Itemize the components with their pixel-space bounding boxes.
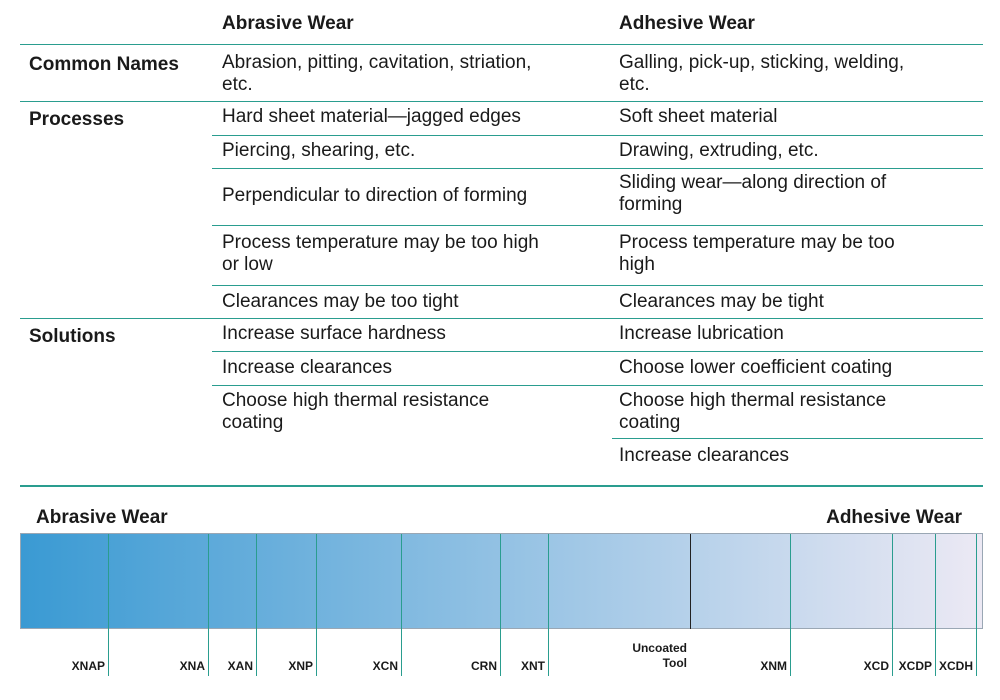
marker-line-uncoated-tool (690, 534, 691, 629)
wear-gradient-bar (20, 533, 983, 629)
cell-process-adhesive: Soft sheet material (619, 106, 778, 127)
marker-label-xcdh: XCDH (938, 659, 973, 673)
header-rule (20, 44, 983, 45)
col-header-adhesive: Adhesive Wear (619, 13, 755, 34)
cell-process-adhesive: Drawing, extruding, etc. (619, 140, 819, 161)
cell-process-abrasive: Piercing, shearing, etc. (222, 140, 416, 161)
marker-label-xnap: XNAP (71, 659, 105, 673)
marker-label-xnm: XNM (760, 659, 787, 673)
marker-line-xnm (790, 534, 791, 676)
marker-line-xnp (316, 534, 317, 676)
cell-process-abrasive: Perpendicular to direction of forming (222, 185, 528, 206)
marker-line-xcdp (935, 534, 936, 676)
marker-line-xcn (401, 534, 402, 676)
cell-solution-abrasive: Increase clearances (222, 357, 393, 378)
row-rule (212, 351, 983, 352)
marker-line-xnt (548, 534, 549, 676)
marker-label-xcn: XCN (372, 659, 398, 673)
cell-common-names-abrasive: Abrasion, pitting, cavitation, striation… (222, 52, 532, 95)
marker-label-xan: XAN (227, 659, 253, 673)
marker-label-xnt: XNT (521, 659, 545, 673)
marker-line-crn (500, 534, 501, 676)
marker-line-xna (208, 534, 209, 676)
section-rule (20, 101, 983, 102)
row-label-common-names: Common Names (29, 54, 179, 75)
marker-label-xna: XNA (179, 659, 205, 673)
row-label-solutions: Solutions (29, 326, 116, 347)
marker-label-xnp: XNP (288, 659, 313, 673)
marker-line-xcd (892, 534, 893, 676)
cell-solution-adhesive: Choose lower coefficient coating (619, 357, 893, 378)
cell-solution-abrasive: Choose high thermal resistance coating (222, 390, 490, 433)
marker-line-xnap (108, 534, 109, 676)
row-rule (212, 135, 983, 136)
marker-label-crn: CRN (471, 659, 497, 673)
table-bottom-rule (20, 485, 983, 487)
marker-label-uncoated-tool: Uncoated Tool (632, 641, 687, 670)
marker-line-xan (256, 534, 257, 676)
row-rule (212, 285, 983, 286)
cell-process-adhesive: Clearances may be tight (619, 291, 824, 312)
row-rule (612, 438, 983, 439)
row-label-processes: Processes (29, 109, 125, 130)
marker-label-xcdp: XCDP (898, 659, 932, 673)
cell-process-abrasive: Hard sheet material—jagged edges (222, 106, 521, 127)
col-header-abrasive: Abrasive Wear (222, 13, 354, 34)
row-rule (212, 168, 983, 169)
cell-solution-adhesive: Choose high thermal resistance coating (619, 390, 887, 433)
section-rule (20, 318, 983, 319)
cell-process-abrasive: Process temperature may be too high or lo… (222, 232, 539, 275)
scale-label-adhesive: Adhesive Wear (826, 507, 962, 528)
cell-process-adhesive: Sliding wear—along direction of forming (619, 172, 887, 215)
cell-process-adhesive: Process temperature may be too high (619, 232, 895, 275)
marker-label-xcd: XCD (863, 659, 889, 673)
cell-solution-adhesive: Increase lubrication (619, 323, 784, 344)
row-rule (212, 225, 983, 226)
cell-solution-adhesive: Increase clearances (619, 445, 790, 466)
cell-common-names-adhesive: Galling, pick-up, sticking, welding, etc. (619, 52, 905, 95)
scale-label-abrasive: Abrasive Wear (36, 507, 168, 528)
marker-line-xcdh (976, 534, 977, 676)
cell-process-abrasive: Clearances may be too tight (222, 291, 459, 312)
cell-solution-abrasive: Increase surface hardness (222, 323, 446, 344)
row-rule (212, 385, 983, 386)
